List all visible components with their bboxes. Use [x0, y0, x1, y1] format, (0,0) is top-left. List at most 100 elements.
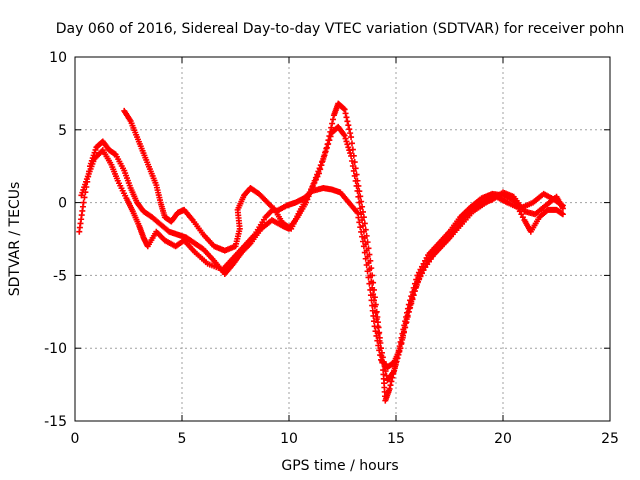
data-point-marker [359, 208, 366, 215]
x-tick-label: 5 [178, 431, 187, 447]
y-axis-label: SDTVAR / TECUs [7, 182, 23, 297]
data-point-marker [408, 298, 415, 305]
data-point-marker [345, 122, 352, 129]
data-point-marker [374, 319, 381, 326]
data-point-marker [370, 279, 377, 286]
data-point-marker [411, 288, 418, 295]
data-point-marker [369, 302, 376, 309]
data-point-marker [354, 209, 361, 216]
data-point-marker [372, 328, 379, 335]
data-point-marker [398, 341, 405, 348]
data-point-marker [342, 110, 349, 117]
data-point-marker [357, 224, 364, 231]
data-point-marker [397, 345, 404, 352]
data-point-marker [368, 265, 375, 272]
data-point-marker [374, 337, 381, 344]
data-point-marker [367, 286, 374, 293]
y-tick-label: -15 [44, 414, 67, 430]
data-point-marker [388, 378, 395, 385]
data-point-marker [410, 291, 417, 298]
data-point-marker [364, 268, 371, 275]
data-point-marker [340, 105, 347, 112]
data-point-marker [377, 352, 384, 359]
data-point-marker [330, 116, 337, 123]
data-point-marker [367, 257, 374, 264]
data-point-marker [386, 385, 393, 392]
data-point-marker [375, 342, 382, 349]
data-point-marker [376, 347, 383, 354]
data-point-marker [366, 251, 373, 258]
data-point-marker [344, 141, 351, 148]
data-point-marker [351, 159, 358, 166]
data-point-marker [355, 214, 362, 221]
data-point-marker [405, 309, 412, 316]
data-point-marker [317, 166, 324, 173]
y-tick-label: -5 [53, 268, 67, 284]
x-axis-label: GPS time / hours [281, 458, 398, 474]
data-points [76, 100, 566, 404]
data-point-marker [349, 146, 356, 153]
data-point-marker [345, 144, 352, 151]
data-point-marker [312, 176, 319, 183]
data-point-marker [350, 152, 357, 159]
data-point-marker [407, 301, 414, 308]
data-point-marker [324, 141, 331, 148]
data-point-marker [363, 232, 370, 239]
data-point-marker [372, 301, 379, 308]
data-point-marker [365, 245, 372, 252]
data-point-marker [327, 128, 334, 135]
data-point-marker [365, 274, 372, 281]
data-point-marker [311, 179, 318, 186]
data-point-marker [373, 332, 380, 339]
data-point-marker [322, 149, 329, 156]
data-point-marker [358, 198, 365, 205]
x-tick-label: 10 [280, 431, 298, 447]
data-point-marker [360, 243, 367, 250]
data-point-marker [343, 138, 350, 145]
data-point-marker [318, 162, 325, 169]
data-point-marker [401, 324, 408, 331]
data-point-marker [361, 249, 368, 256]
data-point-marker [400, 332, 407, 339]
data-point-marker [352, 165, 359, 172]
data-point-marker [371, 294, 378, 301]
data-point-marker [348, 140, 355, 147]
data-point-marker [559, 202, 566, 209]
y-tick-label: 0 [58, 196, 67, 212]
x-tick-label: 15 [387, 431, 405, 447]
data-point-marker [320, 153, 327, 160]
data-point-marker [367, 292, 374, 299]
data-point-marker [360, 214, 367, 221]
data-point-marker [363, 262, 370, 268]
data-point-marker [412, 285, 419, 292]
data-point-marker [314, 173, 321, 180]
chart-title: Day 060 of 2016, Sidereal Day-to-day VTE… [56, 21, 624, 37]
data-point-marker [358, 228, 365, 235]
data-point-marker [80, 199, 87, 206]
x-tick-label: 0 [71, 431, 80, 447]
data-point-marker [415, 278, 422, 285]
data-point-marker [416, 275, 423, 282]
data-point-marker [353, 171, 360, 178]
data-point-marker [400, 328, 407, 335]
data-point-marker [356, 188, 363, 195]
data-point-marker [359, 233, 366, 240]
data-point-marker [343, 114, 350, 121]
data-point-marker [387, 382, 394, 389]
data-point-marker [341, 106, 348, 113]
data-point-marker [325, 137, 332, 144]
data-point-marker [342, 135, 349, 142]
data-point-marker [319, 158, 326, 164]
data-point-marker [81, 194, 88, 201]
data-point-marker [404, 312, 411, 319]
data-point-marker [366, 280, 373, 287]
data-point-marker [372, 309, 379, 316]
data-point-marker [375, 324, 382, 331]
data-point-marker [417, 272, 424, 279]
data-point-marker [354, 177, 361, 184]
data-point-marker [347, 130, 354, 137]
data-point-marker [374, 314, 381, 320]
data-point-marker [357, 193, 364, 200]
data-point-marker [382, 368, 389, 375]
